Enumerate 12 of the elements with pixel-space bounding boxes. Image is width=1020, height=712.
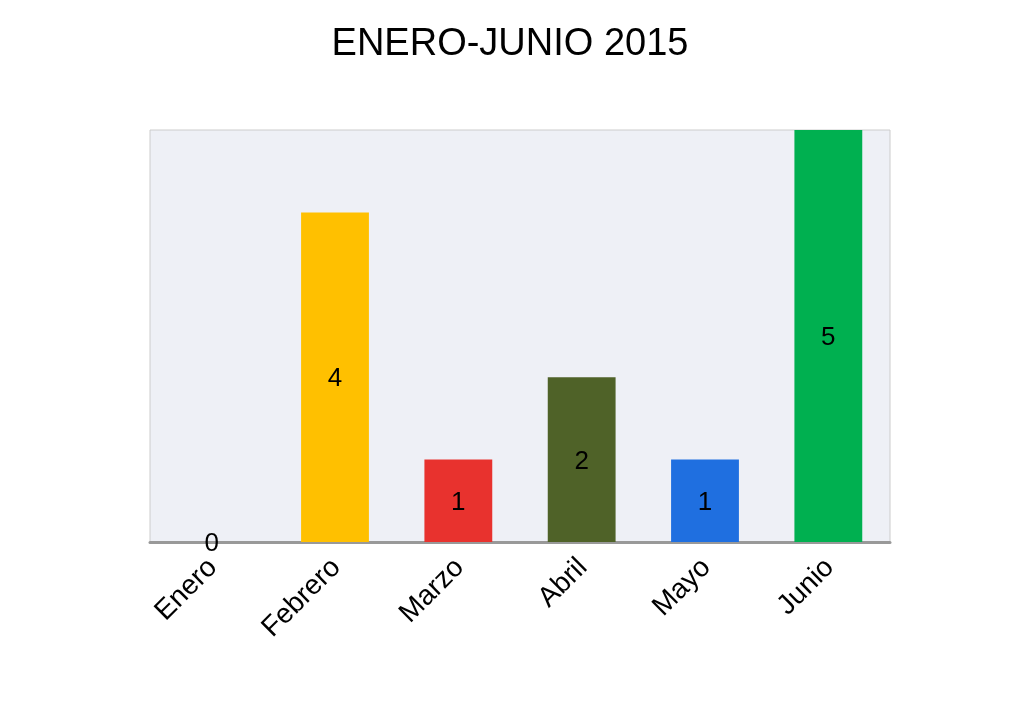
bar (671, 459, 739, 542)
data-label: 2 (574, 444, 589, 475)
bar (794, 130, 863, 542)
data-label: 1 (451, 485, 466, 516)
bar (547, 377, 616, 542)
chart-title: ENERO-JUNIO 2015 (331, 21, 689, 63)
data-label: 4 (327, 362, 343, 393)
bar (424, 459, 493, 542)
data-label: 1 (697, 485, 713, 516)
data-label: 5 (821, 321, 836, 351)
data-label: 0 (204, 527, 219, 557)
bar (301, 212, 369, 542)
